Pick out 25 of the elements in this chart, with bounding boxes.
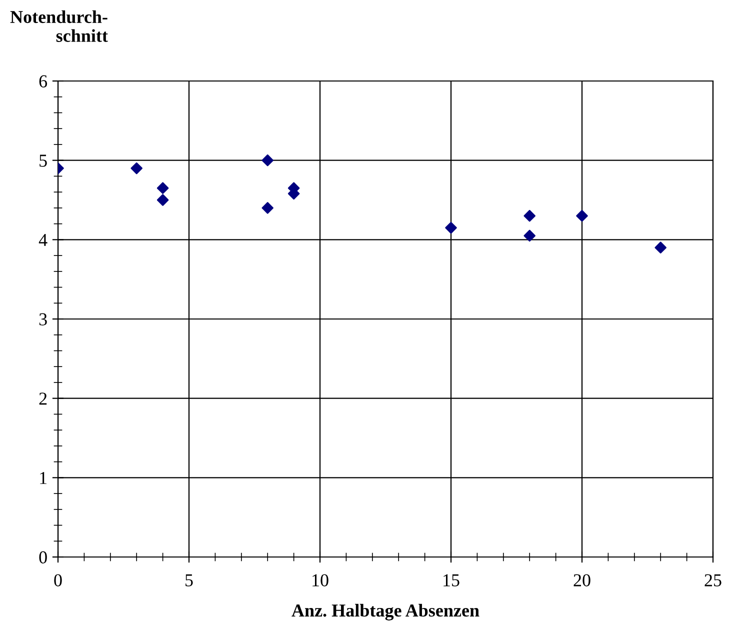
point — [524, 230, 536, 242]
point — [130, 162, 142, 174]
y-axis-title: Notendurch- schnitt — [10, 10, 108, 42]
x-tick-label: 10 — [312, 574, 328, 586]
point — [654, 242, 666, 254]
point — [445, 222, 457, 234]
y-tick-label: 5 — [40, 154, 47, 167]
x-tick-label: 5 — [186, 574, 193, 586]
y-tick-label: 6 — [39, 75, 48, 88]
y-tick-label: 4 — [38, 234, 48, 246]
point — [576, 210, 588, 222]
x-tick-label: 25 — [704, 574, 722, 586]
point — [156, 194, 169, 206]
y-tick-label: 0 — [39, 551, 47, 564]
x-tick-label: 0 — [54, 574, 62, 586]
y-tick-label: 2 — [39, 392, 47, 405]
x-tick-label: 20 — [574, 574, 590, 586]
x-tick-label: 15 — [444, 574, 460, 586]
y-tick-label: 3 — [39, 313, 47, 326]
point — [262, 154, 274, 166]
x-axis-title: Anz. Halbtage Absenzen — [292, 604, 480, 620]
point — [156, 182, 169, 194]
point — [524, 210, 536, 222]
point — [262, 202, 274, 214]
y-tick-label: 1 — [40, 472, 46, 484]
